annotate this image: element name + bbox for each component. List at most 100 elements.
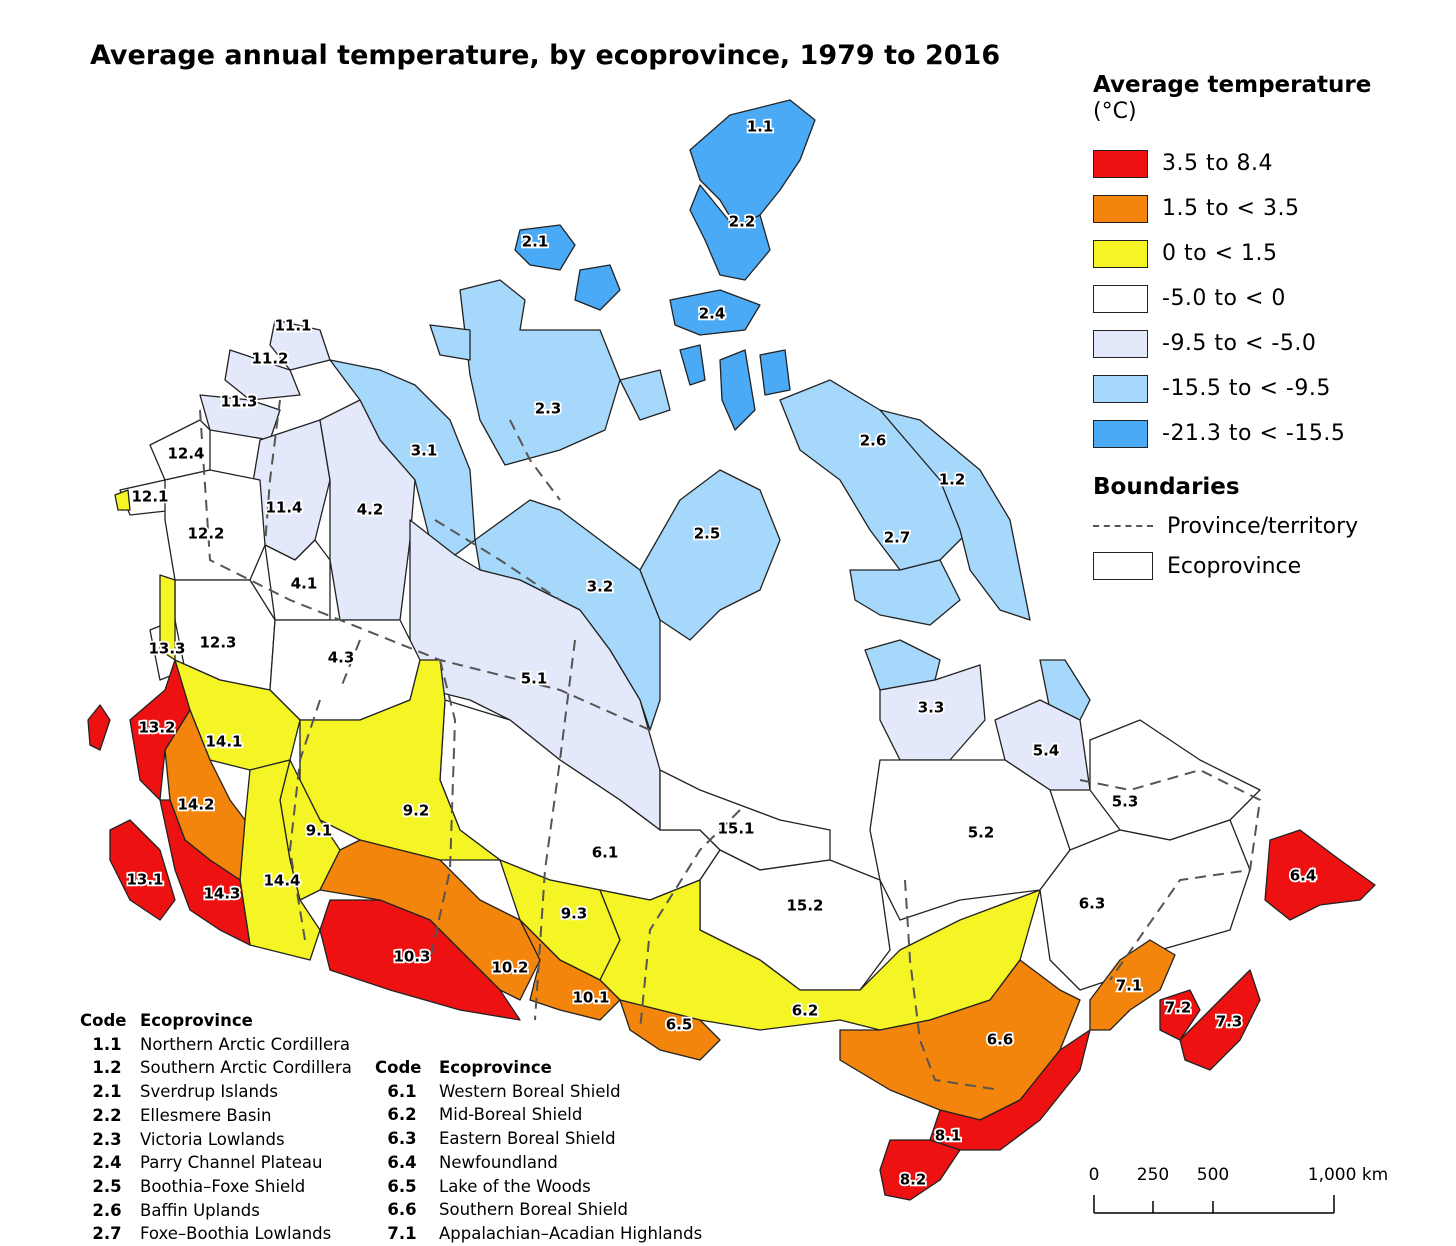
region-label-9-3: 9.3 (561, 905, 588, 923)
region-label-2-2: 2.2 (729, 213, 756, 231)
region-2-4 (669, 289, 761, 336)
ecoprovince-name: Foxe–Boothia Lowlands (140, 1224, 332, 1244)
map-title: Average annual temperature, by ecoprovin… (90, 40, 1001, 71)
region-11-2 (224, 349, 301, 401)
ecoprovince-regions (87, 99, 1376, 1201)
region-label-1-1: 1.1 (747, 118, 774, 136)
region-label-14-4: 14.4 (263, 872, 300, 890)
region-label-11-1: 11.1 (274, 317, 311, 335)
region-label-6-1: 6.1 (592, 844, 619, 862)
ecoprovince-code: 6.4 (387, 1152, 417, 1172)
legend-class-row: -9.5 to < -5.0 (1093, 321, 1443, 366)
region-1-2 (879, 409, 1031, 621)
code-table-row: 1.2 Southern Arctic Cordillera (80, 1056, 352, 1080)
region-label-7-3: 7.3 (1216, 1013, 1243, 1031)
ecoprovince-name: Western Boreal Shield (439, 1081, 621, 1101)
region-2-1 (514, 224, 576, 271)
boundary-ecoprovince-label: Ecoprovince (1167, 553, 1302, 579)
ecoprovince-name: Newfoundland (439, 1152, 558, 1172)
code-table-row: 2.1 Sverdrup Islands (80, 1080, 352, 1104)
header-code: Code (80, 1011, 127, 1030)
code-table-row: 6.4 Newfoundland (375, 1151, 702, 1175)
ecoprovince-name: Southern Boreal Shield (439, 1200, 628, 1220)
header-ecoprovince: Ecoprovince (140, 1011, 253, 1030)
region-label-14-3: 14.3 (203, 885, 240, 903)
region-3-3 (879, 664, 986, 761)
region-label-3-3: 3.3 (918, 699, 945, 717)
province-boundary (339, 639, 361, 691)
code-table-row: 2.7 Foxe–Boothia Lowlands (80, 1222, 352, 1246)
boundary-province-label: Province/territory (1167, 513, 1359, 539)
region-label-2-1: 2.1 (522, 233, 549, 251)
ecoprovince-code: 2.2 (92, 1105, 122, 1125)
region-14-3 (159, 799, 251, 946)
ecoprovince-code: 1.2 (92, 1058, 122, 1078)
ecoprovince-code: 2.1 (92, 1082, 122, 1102)
region-2-7 (849, 559, 961, 626)
region-label-13-1: 13.1 (126, 871, 163, 889)
ecoprovince-name: Southern Arctic Cordillera (140, 1058, 352, 1078)
ecoprovince-name: Boothia–Foxe Shield (140, 1176, 306, 1196)
code-table-row: 2.2 Ellesmere Basin (80, 1104, 352, 1128)
ecoprovince-name: Mid-Boreal Shield (439, 1105, 583, 1125)
region-7-3 (1179, 969, 1261, 1071)
region-12-2 (164, 469, 266, 581)
legend-swatch (1093, 374, 1148, 403)
code-table-row: 6.5 Lake of the Woods (375, 1175, 702, 1199)
code-table-row: 6.2 Mid-Boreal Shield (375, 1103, 702, 1127)
region-label-6-5: 6.5 (666, 1016, 693, 1034)
region-label-12-4: 12.4 (167, 445, 204, 463)
region-label-10-1: 10.1 (572, 989, 609, 1007)
dashed-line-sample (1093, 525, 1153, 527)
ecoprovince-name: Ellesmere Basin (140, 1105, 272, 1125)
boundary-province-row: Province/territory (1093, 506, 1443, 546)
code-table-header: Code Ecoprovince (80, 1009, 352, 1033)
scale-bar: 0 250 500 1,000 km (1080, 1165, 1400, 1215)
region-1-1 (689, 99, 816, 241)
legend-class-row: -15.5 to < -9.5 (1093, 366, 1443, 411)
region-label-2-7: 2.7 (884, 529, 911, 547)
region-label-3-1: 3.1 (411, 442, 438, 460)
legend-class-row: 0 to < 1.5 (1093, 231, 1443, 276)
code-table-2: Code Ecoprovince 6.1 Western Boreal Shiel… (375, 1056, 702, 1246)
region-label-10-2: 10.2 (491, 959, 528, 977)
ecoprovince-name: Northern Arctic Cordillera (140, 1034, 351, 1054)
province-boundary (534, 639, 576, 1021)
code-table-1: Code Ecoprovince 1.1 Northern Arctic Cord… (80, 1009, 352, 1246)
region-2-3c (619, 369, 671, 421)
province-boundary (199, 409, 651, 731)
region-label-2-4: 2.4 (699, 305, 726, 323)
code-table-header: Code Ecoprovince (375, 1056, 702, 1080)
region-label-3-2: 3.2 (587, 578, 614, 596)
ecoprovince-name: Baffin Uplands (140, 1200, 260, 1220)
boundary-ecoprovince-row: Ecoprovince (1093, 546, 1443, 586)
ecoprovince-code: 2.4 (92, 1153, 122, 1173)
province-boundary (904, 879, 1001, 1091)
region-label-4-1: 4.1 (291, 575, 318, 593)
ecoprovince-code: 2.5 (92, 1176, 122, 1196)
scale-label-250: 250 (1136, 1165, 1170, 1185)
region-label-1-2: 1.2 (939, 471, 966, 489)
region-label-13-3: 13.3 (148, 640, 185, 658)
region-2-6 (779, 379, 971, 571)
code-table-row: 1.1 Northern Arctic Cordillera (80, 1033, 352, 1057)
region-label-7-2: 7.2 (1165, 999, 1192, 1017)
province-boundary (509, 419, 561, 501)
region-label-10-3: 10.3 (393, 948, 430, 966)
region-5-3 (1089, 719, 1261, 841)
ecoprovince-code: 6.1 (387, 1081, 417, 1101)
region-label-12-3: 12.3 (199, 634, 236, 652)
legend: Average temperature (°C) 3.5 to 8.4 1.5 t… (1093, 72, 1443, 586)
region-label-15-1: 15.1 (717, 820, 754, 838)
region-2-4c (719, 349, 756, 431)
region-4-2 (319, 399, 416, 621)
ecoprovince-name: Sverdrup Islands (140, 1082, 279, 1102)
region-label-11-4: 11.4 (265, 499, 302, 517)
code-table-row: 6.3 Eastern Boreal Shield (375, 1127, 702, 1151)
ecoprovince-code: 6.5 (387, 1176, 417, 1196)
region-12-4 (149, 419, 211, 481)
region-2-3 (459, 279, 621, 466)
scale-label-1000: 1,000 km (1307, 1165, 1389, 1185)
region-5-4-top (1039, 659, 1091, 721)
region-7-1 (1089, 939, 1176, 1031)
